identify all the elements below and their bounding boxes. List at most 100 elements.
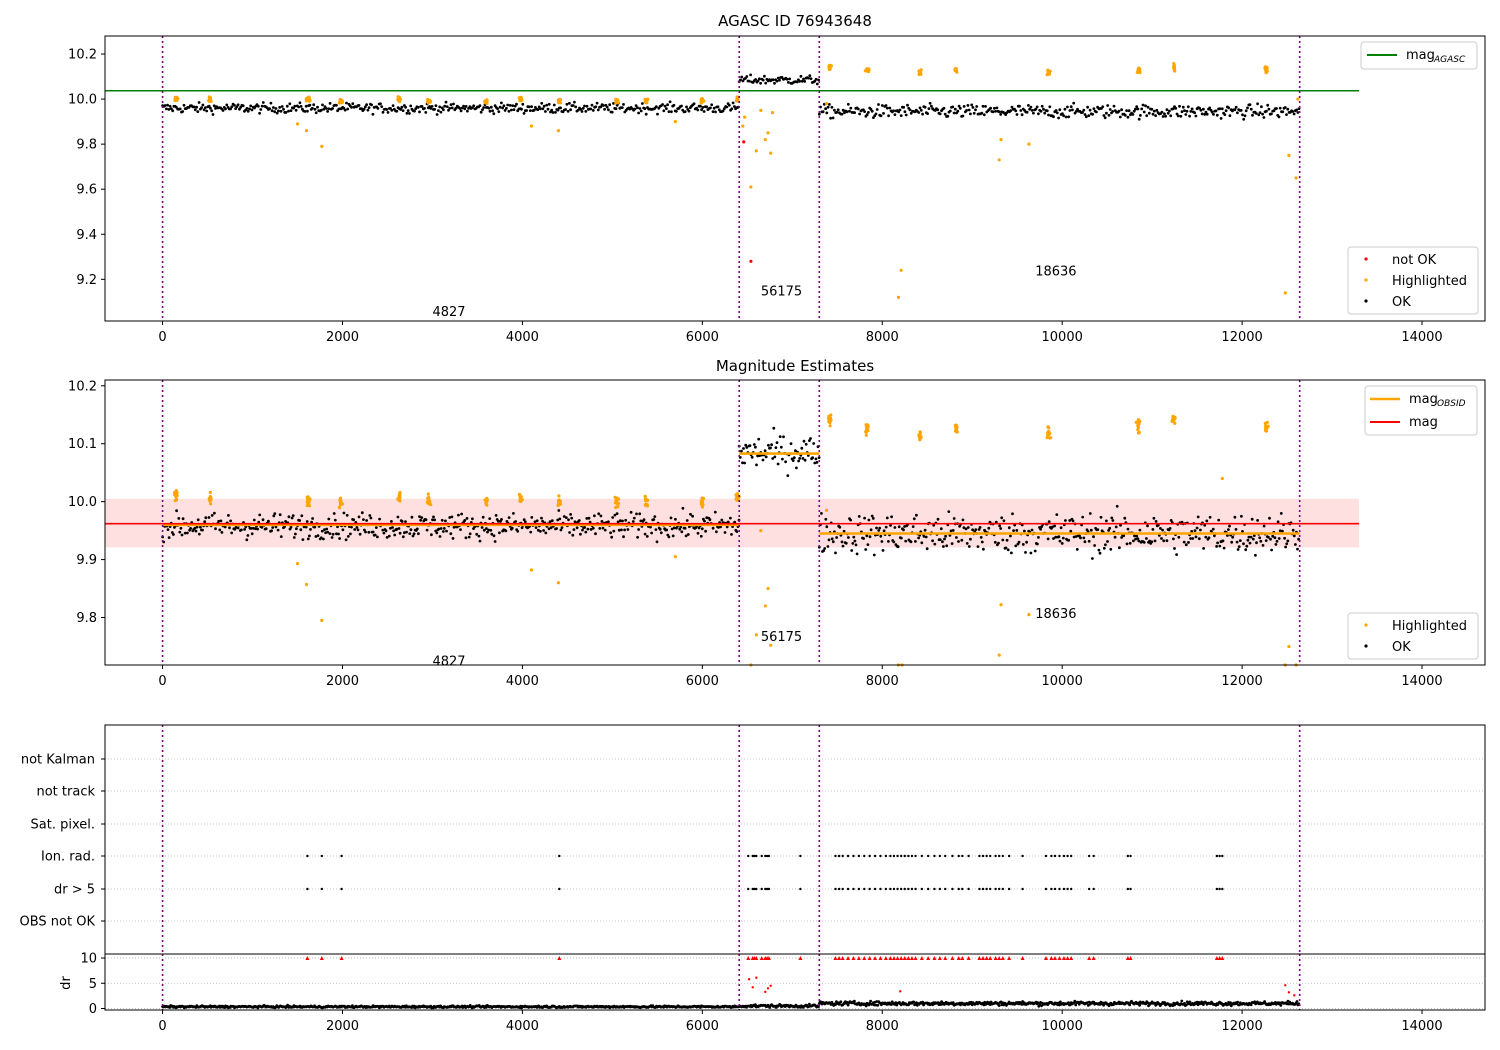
ok-point xyxy=(665,528,669,532)
ok-point xyxy=(1052,115,1055,119)
ok-point xyxy=(328,102,332,105)
ok-point xyxy=(1242,117,1246,121)
ok-point xyxy=(314,535,318,538)
ok-point xyxy=(412,532,416,536)
ok-point xyxy=(542,529,545,532)
ok-point xyxy=(980,111,984,115)
ok-point xyxy=(364,530,367,534)
ok-point xyxy=(305,520,309,523)
ok-point xyxy=(778,435,782,438)
x-tick-label: 4000 xyxy=(506,674,539,689)
dr-clipped-marker xyxy=(862,956,867,961)
ok-point xyxy=(864,548,868,551)
ok-point xyxy=(195,525,199,529)
ok-point xyxy=(1137,117,1141,121)
ok-point xyxy=(166,103,170,107)
ok-point xyxy=(376,535,379,539)
ok-point xyxy=(376,107,380,110)
ok-point xyxy=(492,112,496,116)
ok-point xyxy=(201,528,204,532)
ok-point xyxy=(588,520,592,524)
ok-point xyxy=(264,527,268,531)
ok-point xyxy=(638,512,642,516)
ok-point xyxy=(1117,109,1121,113)
ok-point xyxy=(1122,534,1126,538)
ok-point xyxy=(1207,536,1211,540)
ok-point xyxy=(938,538,942,541)
ok-point xyxy=(643,107,647,110)
dr-flag xyxy=(989,887,992,891)
ok-point xyxy=(297,105,300,109)
ok-point xyxy=(799,74,803,78)
ok-point xyxy=(639,519,643,523)
dr-flag xyxy=(834,887,837,891)
ok-point xyxy=(1020,113,1024,117)
ok-point xyxy=(448,106,452,110)
dr-clipped-marker xyxy=(339,956,344,961)
ok-point xyxy=(210,514,214,517)
ok-point xyxy=(1058,108,1062,112)
ion-rad-flag xyxy=(753,854,756,858)
dr-flag xyxy=(751,887,754,891)
ok-point xyxy=(1047,520,1051,524)
ok-point xyxy=(479,110,483,114)
ok-point xyxy=(430,105,434,108)
ion-rad-flag xyxy=(892,854,896,858)
dr-clipped-marker xyxy=(1057,956,1062,961)
dr-point xyxy=(1073,999,1077,1003)
highlighted-outlier xyxy=(766,131,770,135)
ok-point xyxy=(246,534,250,537)
ok-point xyxy=(1286,539,1290,543)
highlighted-point xyxy=(615,498,619,502)
highlighted-point xyxy=(338,505,342,509)
ok-point xyxy=(583,526,587,529)
ok-point xyxy=(1255,541,1258,545)
ok-point xyxy=(834,551,837,555)
ok-point xyxy=(1064,519,1067,522)
ok-point xyxy=(1236,548,1240,551)
dr-clipped-marker xyxy=(837,956,842,961)
x-tick-label: 4000 xyxy=(506,330,539,345)
ok-point xyxy=(711,526,715,530)
ok-point xyxy=(1296,547,1299,551)
ok-point xyxy=(758,454,762,457)
ok-point xyxy=(845,110,849,114)
ok-point xyxy=(468,532,472,536)
ok-point xyxy=(965,109,968,112)
ok-point xyxy=(1222,546,1226,550)
ok-point xyxy=(451,537,455,540)
x-tick-label: 0 xyxy=(158,1019,166,1034)
ok-point xyxy=(1233,515,1237,519)
dr-point xyxy=(989,1000,993,1004)
legend-label-not-ok: not OK xyxy=(1392,253,1437,268)
ok-point xyxy=(411,534,415,538)
ok-point xyxy=(1093,544,1096,547)
ok-point xyxy=(1040,525,1044,528)
ok-point xyxy=(212,104,216,108)
ok-point xyxy=(1134,537,1137,541)
x-tick-label: 12000 xyxy=(1221,330,1262,345)
ok-point xyxy=(899,536,903,540)
ok-point xyxy=(1196,515,1200,519)
ok-point xyxy=(742,447,745,450)
highlighted-outlier xyxy=(763,604,767,608)
ok-point xyxy=(569,108,572,112)
ok-point xyxy=(512,108,516,111)
ok-point xyxy=(1176,114,1180,118)
ok-point xyxy=(475,532,479,536)
ion-rad-flag xyxy=(340,854,343,858)
highlighted-point xyxy=(953,68,958,72)
ok-point xyxy=(1001,538,1005,542)
ok-point xyxy=(1002,519,1006,523)
ok-point xyxy=(962,105,966,108)
ok-point xyxy=(168,104,172,108)
ok-point xyxy=(1234,105,1238,109)
dr-outlier xyxy=(755,976,758,979)
ok-point xyxy=(1203,523,1207,527)
ok-point xyxy=(230,531,234,535)
ok-point xyxy=(1283,106,1287,109)
ok-point xyxy=(261,101,265,104)
ok-point xyxy=(730,533,733,536)
ok-point xyxy=(335,103,338,107)
ok-point xyxy=(654,528,658,531)
